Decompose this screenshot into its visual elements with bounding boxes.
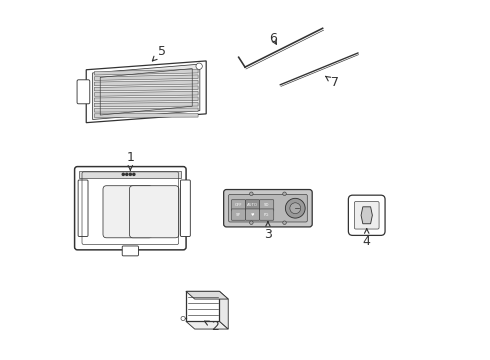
- Circle shape: [283, 221, 286, 224]
- FancyBboxPatch shape: [231, 209, 245, 220]
- Polygon shape: [93, 64, 200, 120]
- Text: PG: PG: [264, 212, 270, 217]
- FancyBboxPatch shape: [231, 200, 245, 211]
- Circle shape: [126, 173, 128, 175]
- FancyBboxPatch shape: [223, 189, 312, 227]
- Text: SP: SP: [236, 212, 241, 217]
- Circle shape: [196, 63, 202, 69]
- FancyBboxPatch shape: [77, 80, 90, 104]
- Text: AUTO: AUTO: [247, 203, 258, 207]
- Polygon shape: [95, 80, 198, 86]
- FancyBboxPatch shape: [348, 195, 385, 235]
- Circle shape: [249, 192, 253, 195]
- Text: 1: 1: [126, 150, 134, 170]
- Circle shape: [283, 192, 286, 195]
- FancyBboxPatch shape: [103, 186, 152, 238]
- Text: 5: 5: [152, 45, 166, 61]
- Circle shape: [285, 198, 305, 218]
- Circle shape: [122, 173, 124, 175]
- Text: SD: SD: [264, 203, 270, 207]
- Text: 4: 4: [363, 229, 370, 248]
- Polygon shape: [95, 113, 198, 117]
- Polygon shape: [95, 91, 198, 96]
- Bar: [79, 171, 181, 177]
- FancyBboxPatch shape: [78, 180, 88, 237]
- Circle shape: [249, 221, 253, 224]
- Polygon shape: [95, 69, 198, 75]
- FancyBboxPatch shape: [180, 180, 190, 237]
- Polygon shape: [186, 291, 220, 321]
- Polygon shape: [361, 207, 372, 224]
- FancyBboxPatch shape: [354, 202, 379, 229]
- Polygon shape: [95, 97, 198, 102]
- Polygon shape: [95, 103, 198, 107]
- Polygon shape: [186, 321, 228, 329]
- Text: 7: 7: [326, 76, 339, 90]
- Polygon shape: [86, 61, 206, 123]
- Circle shape: [181, 316, 185, 321]
- Circle shape: [129, 173, 131, 175]
- Polygon shape: [95, 86, 198, 91]
- Polygon shape: [95, 108, 198, 112]
- Text: ♥: ♥: [251, 212, 254, 217]
- Text: 2: 2: [204, 320, 219, 333]
- Polygon shape: [220, 291, 228, 329]
- FancyBboxPatch shape: [229, 194, 307, 222]
- Text: 3: 3: [264, 222, 272, 241]
- Polygon shape: [186, 291, 228, 299]
- FancyBboxPatch shape: [122, 246, 139, 256]
- FancyBboxPatch shape: [129, 186, 179, 238]
- FancyBboxPatch shape: [260, 209, 274, 220]
- Polygon shape: [95, 75, 198, 80]
- FancyBboxPatch shape: [260, 200, 274, 211]
- FancyBboxPatch shape: [245, 200, 260, 211]
- Text: 6: 6: [270, 32, 277, 45]
- FancyBboxPatch shape: [245, 209, 260, 220]
- Circle shape: [133, 173, 135, 175]
- Text: OFF: OFF: [235, 203, 242, 207]
- FancyBboxPatch shape: [74, 167, 186, 250]
- Circle shape: [290, 203, 301, 213]
